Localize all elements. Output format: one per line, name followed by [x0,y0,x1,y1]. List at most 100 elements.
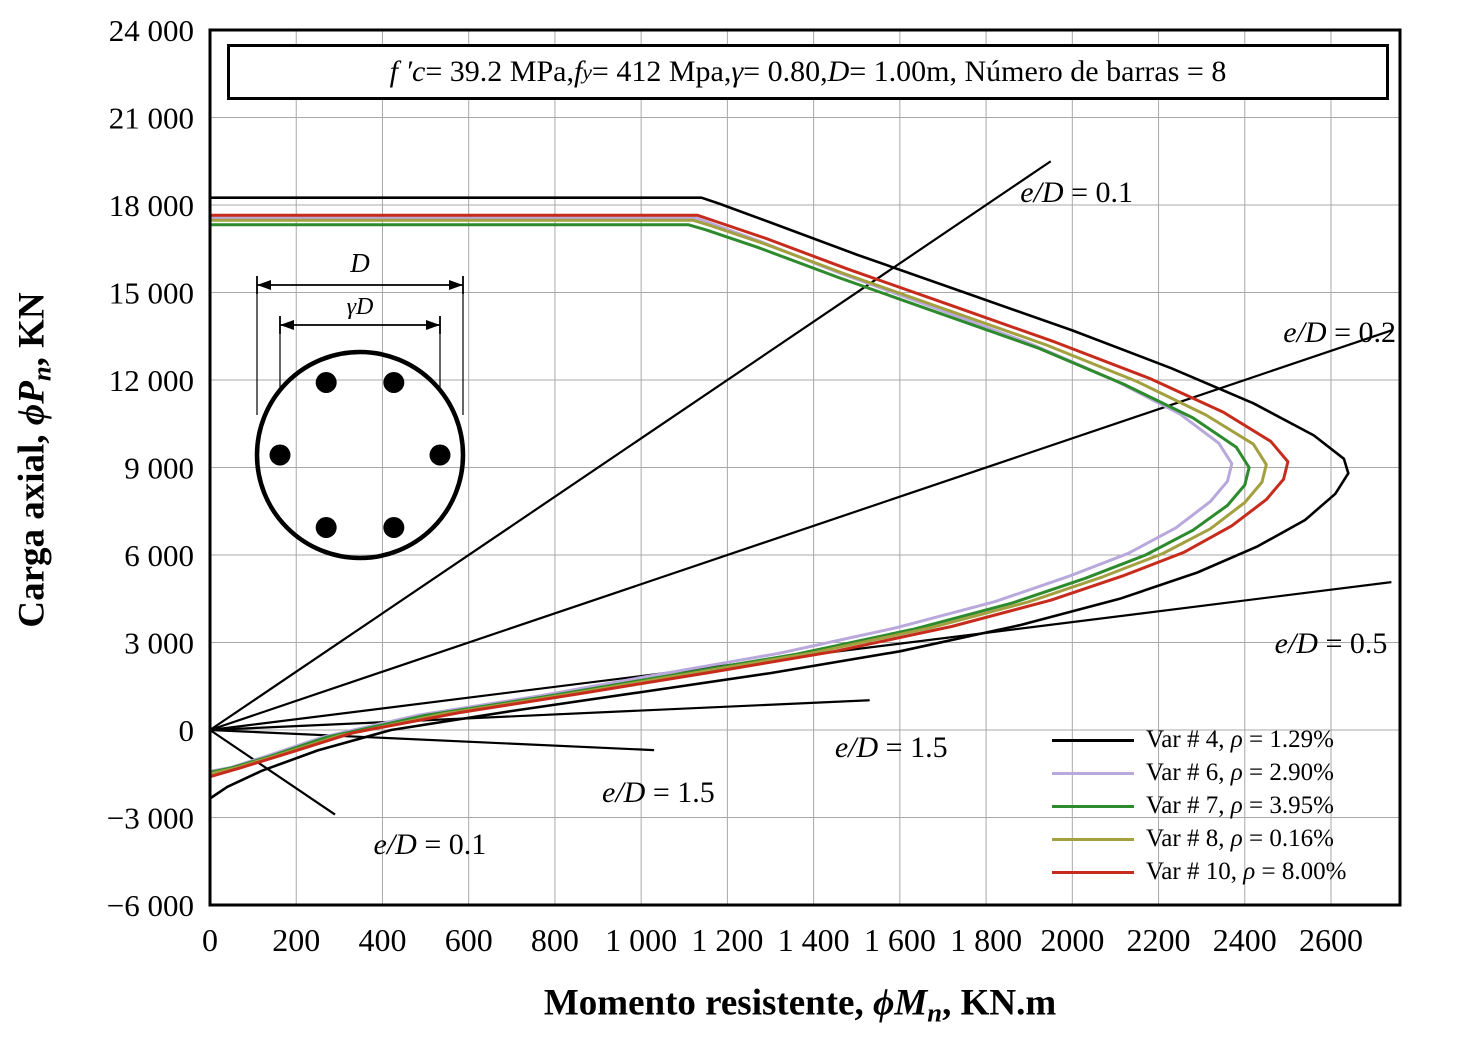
eccentricity-line [209,699,870,732]
text-fragment: n [927,997,943,1028]
dimension-D-arrowhead [257,280,271,290]
text-fragment: ϕ [872,982,895,1024]
y-tick-label: 3 000 [124,626,194,661]
x-tick-label: 1 200 [691,922,763,958]
y-tick-label: −6 000 [107,888,194,923]
text-fragment: = 1.5 [645,775,715,809]
y-tick-label: 21 000 [109,101,194,136]
text-fragment: = 1.5 [878,731,948,765]
dimension-D-arrowhead [449,280,463,290]
eccentricity-label: e/D = 0.2 [1283,316,1396,350]
text-fragment: ρ [1243,858,1256,885]
rebar-dot [383,371,405,393]
text-fragment: = 1.29% [1242,726,1334,753]
x-tick-label: 1 800 [950,922,1022,958]
y-tick-label: 15 000 [109,276,194,311]
text-fragment: f [573,55,583,88]
legend-line-swatch [1052,738,1134,742]
text-fragment: e/D [1283,316,1327,350]
text-fragment: = 0.2 [1326,316,1396,350]
dimension-gammaD-arrowhead [426,320,440,330]
eccentricity-label: e/D = 0.1 [1020,176,1133,210]
text-fragment: P [11,381,53,404]
x-tick-label: 400 [358,922,406,958]
dimension-gammaD-label: γD [347,294,374,320]
eccentricity-label: e/D = 0.5 [1275,627,1388,661]
x-tick-label: 1 000 [605,922,677,958]
text-fragment: e/D [1274,626,1318,660]
eccentricity-label: e/D = 1.5 [835,731,948,765]
legend-line-swatch [1052,804,1134,808]
text-fragment: Var # 7, [1146,792,1231,819]
legend-line-swatch [1052,837,1134,841]
eccentricity-line [209,329,1392,732]
legend-entry: Var # 10, ρ = 8.00% [1052,858,1346,886]
text-fragment: = 0.1 [1063,176,1133,210]
y-tick-label: 24 000 [109,13,194,48]
interaction-curve [208,213,1290,779]
legend-entry: Var # 7, ρ = 3.95% [1052,792,1346,820]
x-tick-label: 2200 [1127,922,1191,958]
legend-label: Var # 10, ρ = 8.00% [1146,858,1346,886]
legend-label: Var # 8, ρ = 0.16% [1146,825,1334,853]
text-fragment: = 0.5 [1317,626,1388,660]
text-fragment: = 0.80, [743,55,828,88]
x-axis-label: Momento resistente, ϕMn, KN.m [544,981,1056,1028]
x-tick-label: 600 [445,922,493,958]
text-fragment: γ [731,55,744,88]
text-fragment: ϕ [11,403,53,426]
text-fragment: Var # 4, [1146,726,1231,753]
y-tick-label: 0 [179,713,195,748]
y-tick-label: 9 000 [124,451,194,486]
text-fragment: e/D [602,775,646,809]
text-fragment: Carga axial, [11,425,53,628]
text-fragment: ρ [1230,825,1243,852]
text-fragment: e/D [834,731,879,765]
eccentricity-line [209,160,1052,731]
text-fragment: = 39.2 MPa, [425,55,574,88]
y-tick-label: 12 000 [109,363,194,398]
eccentricity-line [209,729,336,816]
legend-label: Var # 7, ρ = 3.95% [1146,792,1334,820]
rebar-dot [315,517,337,539]
x-tick-label: 2000 [1040,922,1104,958]
y-tick-label: 6 000 [124,538,194,573]
legend-entry: Var # 8, ρ = 0.16% [1052,825,1346,853]
text-fragment: = 2.90% [1242,759,1334,786]
plot-border [208,28,1402,907]
legend-label: Var # 6, ρ = 2.90% [1146,759,1334,787]
rebar-dot [383,517,405,539]
eccentricity-line [209,728,655,752]
text-fragment: ρ [1230,726,1243,753]
text-fragment: = 0.16% [1242,825,1334,852]
legend: Var # 4, ρ = 1.29% Var # 6, ρ = 2.90% Var … [1052,726,1346,886]
legend-label: Var # 4, ρ = 1.29% [1146,726,1334,754]
text-fragment: f ′c [389,55,426,88]
legend-entry: Var # 4, ρ = 1.29% [1052,726,1346,754]
text-fragment: D [827,55,850,88]
text-fragment: Momento resistente, [543,982,873,1024]
text-fragment: , KN [11,292,53,367]
eccentricity-label: e/D = 0.1 [374,828,487,862]
x-tick-label: 2400 [1213,922,1277,958]
text-fragment: Var # 10, [1146,858,1244,885]
rebar-dot [429,444,451,466]
dimension-D-label: D [349,248,370,278]
text-fragment: n [26,366,57,382]
y-tick-label: 18 000 [109,188,194,223]
text-fragment: Var # 8, [1146,825,1231,852]
text-fragment: M [894,982,928,1024]
text-fragment: ρ [1230,792,1243,819]
interaction-curve [208,196,1350,800]
text-fragment: = 8.00% [1255,858,1347,885]
legend-entry: Var # 6, ρ = 2.90% [1052,759,1346,787]
x-tick-label: 0 [202,922,218,958]
text-fragment: Var # 6, [1146,759,1231,786]
x-tick-label: 1 400 [778,922,850,958]
text-fragment: e/D [1020,176,1064,210]
text-fragment: y [582,59,592,84]
legend-line-swatch [1052,771,1134,775]
